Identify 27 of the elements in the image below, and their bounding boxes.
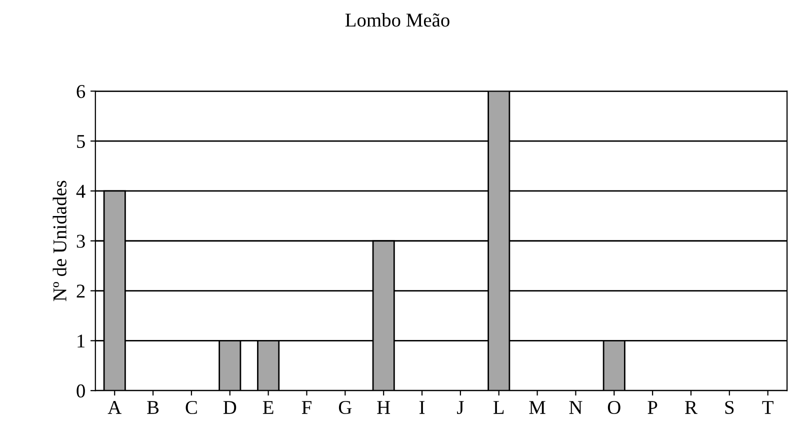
x-tick-label: H <box>377 401 390 414</box>
x-tick-label: T <box>762 401 774 414</box>
x-tick-label: D <box>223 401 236 414</box>
y-axis-title: Nº de Unidades <box>52 180 66 302</box>
y-tick-label: 2 <box>76 284 85 298</box>
y-tick-label: 5 <box>77 135 85 148</box>
x-tick-label: J <box>457 401 464 414</box>
x-tick-label: G <box>338 400 352 414</box>
x-tick-label: B <box>147 401 159 414</box>
y-tick-label: 1 <box>78 334 85 348</box>
x-tick-label: F <box>302 401 312 414</box>
x-tick-label: L <box>493 401 504 414</box>
x-tick-label: C <box>186 400 197 414</box>
y-tick-label: 3 <box>76 234 85 248</box>
x-tick-label: E <box>262 401 274 414</box>
x-tick-label: O <box>608 400 620 414</box>
x-tick-label: S <box>725 400 734 414</box>
x-tick-label: M <box>529 401 546 414</box>
x-tick-label: I <box>419 401 425 414</box>
x-tick-label: N <box>569 401 582 414</box>
x-tick-label: P <box>648 401 658 414</box>
y-tick-label: 4 <box>76 184 86 198</box>
y-tick-label: 0 <box>76 384 85 398</box>
x-tick-label: R <box>685 401 698 414</box>
chart-title: Lombo Meão <box>345 13 450 27</box>
y-tick-label: 6 <box>76 85 86 98</box>
x-tick-label: A <box>108 400 122 414</box>
